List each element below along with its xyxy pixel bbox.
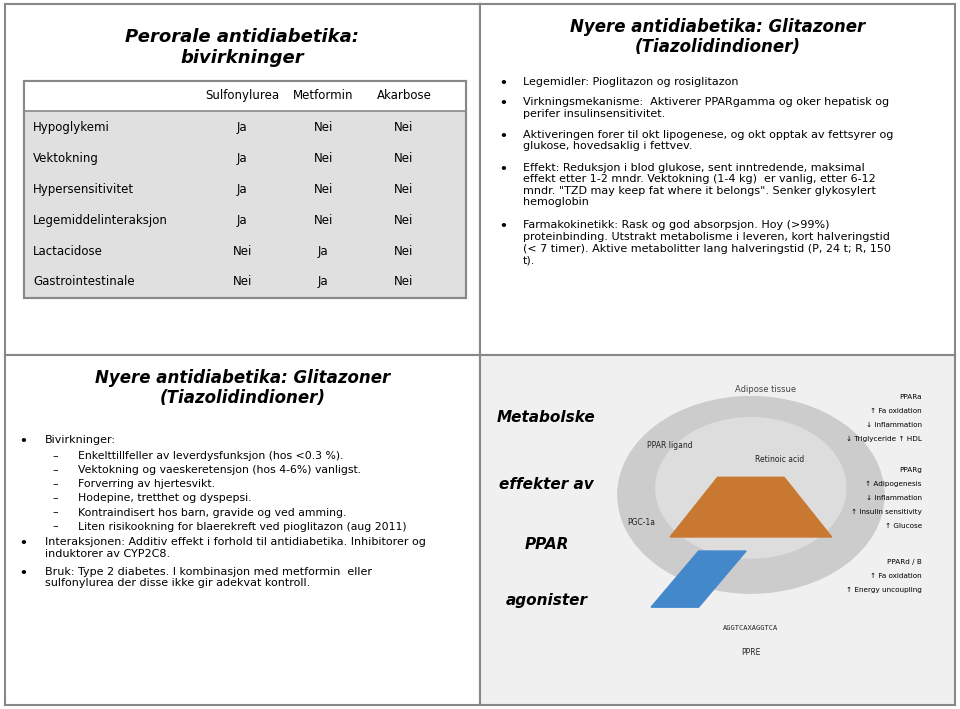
Text: ↑ Energy uncoupling: ↑ Energy uncoupling xyxy=(846,586,922,593)
Text: Perorale antidiabetika:
bivirkninger: Perorale antidiabetika: bivirkninger xyxy=(126,28,359,67)
Text: –: – xyxy=(52,452,58,462)
Text: Nei: Nei xyxy=(314,183,333,196)
Text: Effekt: Reduksjon i blod glukose, sent inntredende, maksimal
effekt etter 1-2 mn: Effekt: Reduksjon i blod glukose, sent i… xyxy=(523,162,876,207)
Text: Interaksjonen: Additiv effekt i forhold til antidiabetika. Inhibitorer og
indukt: Interaksjonen: Additiv effekt i forhold … xyxy=(45,537,426,559)
Text: •: • xyxy=(19,537,27,550)
Text: ↑ Adipogenesis: ↑ Adipogenesis xyxy=(865,481,922,487)
Text: effekter av: effekter av xyxy=(499,477,594,492)
Text: •: • xyxy=(19,435,27,448)
Text: PGC-1a: PGC-1a xyxy=(628,518,656,527)
Text: ↑ Glucose: ↑ Glucose xyxy=(885,523,922,530)
Text: ↓ Triglyceride ↑ HDL: ↓ Triglyceride ↑ HDL xyxy=(846,435,922,442)
Text: Kontraindisert hos barn, gravide og ved amming.: Kontraindisert hos barn, gravide og ved … xyxy=(79,508,347,518)
Text: Liten risikookning for blaerekreft ved pioglitazon (aug 2011): Liten risikookning for blaerekreft ved p… xyxy=(79,522,407,532)
Text: Gastrointestinale: Gastrointestinale xyxy=(34,276,135,289)
Text: Nei: Nei xyxy=(232,276,252,289)
FancyBboxPatch shape xyxy=(24,81,466,298)
Text: Nei: Nei xyxy=(395,245,414,257)
Text: PPAR ligand: PPAR ligand xyxy=(647,441,693,450)
Text: –: – xyxy=(52,479,58,489)
Text: Forverring av hjertesvikt.: Forverring av hjertesvikt. xyxy=(79,479,215,489)
Text: Nei: Nei xyxy=(395,152,414,165)
Text: Enkelttillfeller av leverdysfunksjon (hos <0.3 %).: Enkelttillfeller av leverdysfunksjon (ho… xyxy=(79,452,344,462)
Text: PPARd / B: PPARd / B xyxy=(887,559,922,564)
Text: Virkningsmekanisme:  Aktiverer PPARgamma og oker hepatisk og
perifer insulinsens: Virkningsmekanisme: Aktiverer PPARgamma … xyxy=(523,97,889,119)
Text: ↑ Fa oxidation: ↑ Fa oxidation xyxy=(871,408,922,413)
Text: •: • xyxy=(499,130,507,143)
Text: Hypoglykemi: Hypoglykemi xyxy=(34,121,110,134)
Text: Hypersensitivitet: Hypersensitivitet xyxy=(34,183,134,196)
Text: PPRE: PPRE xyxy=(741,648,760,657)
Text: Nei: Nei xyxy=(314,213,333,227)
Text: –: – xyxy=(52,465,58,476)
Text: Bivirkninger:: Bivirkninger: xyxy=(45,435,116,445)
Text: Nyere antidiabetika: Glitazoner
(Tiazolidindioner): Nyere antidiabetika: Glitazoner (Tiazoli… xyxy=(570,18,865,57)
Text: PPARg: PPARg xyxy=(900,467,922,474)
Text: Nyere antidiabetika: Glitazoner
(Tiazolidindioner): Nyere antidiabetika: Glitazoner (Tiazoli… xyxy=(95,369,390,408)
Text: Metabolske: Metabolske xyxy=(497,411,596,425)
Text: Bruk: Type 2 diabetes. I kombinasjon med metformin  eller
sulfonylurea der disse: Bruk: Type 2 diabetes. I kombinasjon med… xyxy=(45,566,372,588)
Text: •: • xyxy=(499,220,507,233)
FancyBboxPatch shape xyxy=(24,81,466,111)
Text: Nei: Nei xyxy=(314,152,333,165)
Text: –: – xyxy=(52,522,58,532)
Text: Nei: Nei xyxy=(395,213,414,227)
Text: Ja: Ja xyxy=(318,245,328,257)
Text: AGGTCAXAGGTCA: AGGTCAXAGGTCA xyxy=(723,625,779,631)
Text: Legemidler: Pioglitazon og rosiglitazon: Legemidler: Pioglitazon og rosiglitazon xyxy=(523,77,738,87)
Text: Ja: Ja xyxy=(237,121,248,134)
Text: PPAR: PPAR xyxy=(524,537,568,552)
Text: –: – xyxy=(52,493,58,503)
Text: Nei: Nei xyxy=(395,183,414,196)
Text: Hodepine, tretthet og dyspepsi.: Hodepine, tretthet og dyspepsi. xyxy=(79,493,252,503)
Circle shape xyxy=(656,418,846,558)
Text: •: • xyxy=(499,162,507,176)
Text: ↓ Inflammation: ↓ Inflammation xyxy=(866,422,922,428)
Text: Ja: Ja xyxy=(237,213,248,227)
Polygon shape xyxy=(670,477,831,537)
Text: Lactacidose: Lactacidose xyxy=(34,245,103,257)
Circle shape xyxy=(618,396,884,593)
Text: Metformin: Metformin xyxy=(293,89,353,102)
Text: •: • xyxy=(499,77,507,90)
Text: Nei: Nei xyxy=(314,121,333,134)
Polygon shape xyxy=(651,551,746,607)
Text: ↑ Fa oxidation: ↑ Fa oxidation xyxy=(871,573,922,579)
Text: Aktiveringen forer til okt lipogenese, og okt opptak av fettsyrer og
glukose, ho: Aktiveringen forer til okt lipogenese, o… xyxy=(523,130,893,152)
Text: Farmakokinetikk: Rask og god absorpsjon. Hoy (>99%)
proteinbinding. Utstrakt met: Farmakokinetikk: Rask og god absorpsjon.… xyxy=(523,220,891,265)
Text: Ja: Ja xyxy=(237,152,248,165)
Text: Vektokning: Vektokning xyxy=(34,152,99,165)
Text: Vektokning og vaeskeretensjon (hos 4-6%) vanligst.: Vektokning og vaeskeretensjon (hos 4-6%)… xyxy=(79,465,362,476)
Text: Nei: Nei xyxy=(232,245,252,257)
Text: Akarbose: Akarbose xyxy=(376,89,431,102)
Text: Nei: Nei xyxy=(395,276,414,289)
Text: ↓ Inflammation: ↓ Inflammation xyxy=(866,496,922,501)
Text: Nei: Nei xyxy=(395,121,414,134)
Text: Legemiddelinteraksjon: Legemiddelinteraksjon xyxy=(34,213,168,227)
Text: •: • xyxy=(19,566,27,580)
Text: Adipose tissue: Adipose tissue xyxy=(734,385,796,394)
Text: agonister: agonister xyxy=(506,593,588,608)
Text: PPARa: PPARa xyxy=(900,393,922,400)
Text: ↑ Insulin sensitivity: ↑ Insulin sensitivity xyxy=(852,509,922,515)
Text: Ja: Ja xyxy=(237,183,248,196)
Text: •: • xyxy=(499,97,507,111)
Text: Retinoic acid: Retinoic acid xyxy=(755,455,804,464)
Text: Sulfonylurea: Sulfonylurea xyxy=(205,89,279,102)
Text: Ja: Ja xyxy=(318,276,328,289)
Text: –: – xyxy=(52,508,58,518)
